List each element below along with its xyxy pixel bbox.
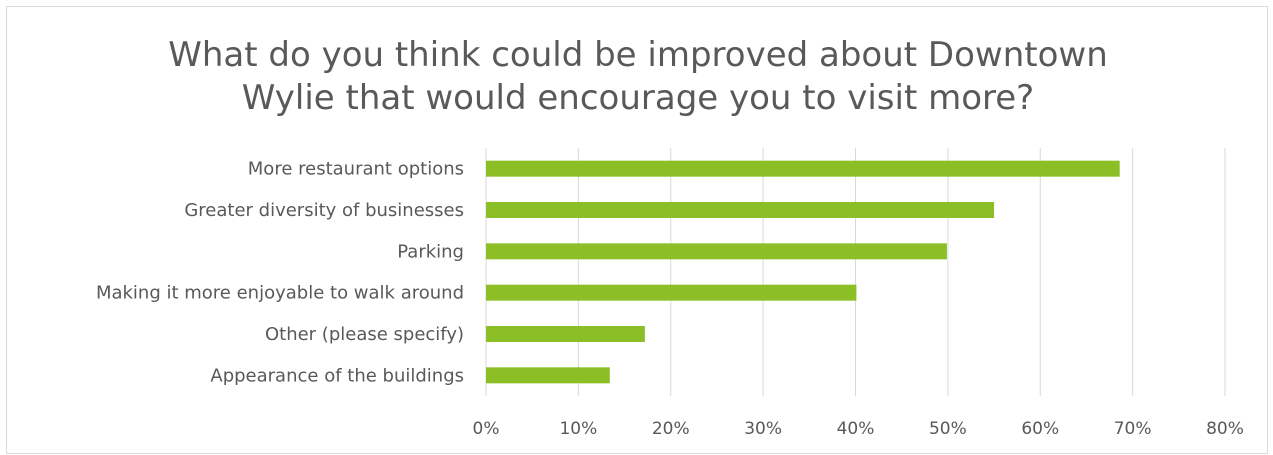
category-labels: More restaurant options Greater diversity… (96, 159, 464, 387)
category-label: Other (please specify) (265, 324, 464, 345)
x-tick-label: 70% (1114, 419, 1152, 439)
category-label: Making it more enjoyable to walk around (96, 283, 464, 304)
category-label: More restaurant options (248, 159, 464, 180)
bar (486, 160, 1120, 177)
x-tick-label: 20% (652, 419, 690, 439)
x-tick-label: 10% (559, 419, 597, 439)
x-tick-label: 60% (1021, 419, 1059, 439)
x-tick-label: 0% (473, 419, 500, 439)
x-tick-label: 80% (1206, 419, 1244, 439)
x-tick-label: 50% (929, 419, 967, 439)
bar (486, 202, 995, 218)
category-label: Parking (397, 241, 464, 262)
bar (486, 284, 857, 301)
category-label: Greater diversity of businesses (184, 200, 464, 221)
bar (486, 326, 645, 342)
x-tick-label: 30% (744, 419, 782, 439)
bars (486, 160, 1120, 384)
category-label: Appearance of the buildings (210, 365, 464, 386)
chart-title: What do you think could be improved abou… (7, 34, 1269, 120)
bar (486, 367, 610, 384)
gridlines (485, 148, 1226, 396)
chart-frame: What do you think could be improved abou… (6, 6, 1268, 454)
x-tick-labels: 0% 10% 20% 30% 40% 50% 60% 70% 80% (473, 419, 1244, 439)
chart-title-line-1: What do you think could be improved abou… (168, 35, 1108, 75)
x-tick-label: 40% (837, 419, 875, 439)
chart-title-line-2: Wylie that would encourage you to visit … (241, 78, 1035, 118)
bar (486, 243, 947, 260)
